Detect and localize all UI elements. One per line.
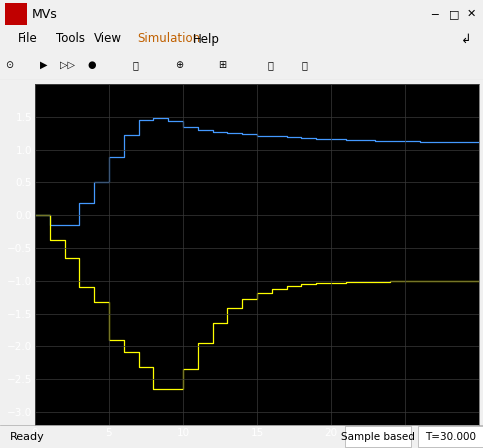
Text: 📋: 📋 xyxy=(301,60,307,70)
Text: ─: ─ xyxy=(431,9,438,19)
Text: □: □ xyxy=(449,9,459,19)
Text: ↲: ↲ xyxy=(460,33,471,46)
Text: 🔧: 🔧 xyxy=(268,60,273,70)
Bar xyxy=(418,426,483,447)
Text: MVs: MVs xyxy=(31,8,57,21)
Text: Sample based: Sample based xyxy=(341,431,414,441)
Text: ⊞: ⊞ xyxy=(218,60,226,70)
Text: File: File xyxy=(18,33,38,46)
Text: ⊕: ⊕ xyxy=(175,60,183,70)
Text: Simulation: Simulation xyxy=(138,33,201,46)
Text: ▷▷: ▷▷ xyxy=(60,60,75,70)
Text: Help: Help xyxy=(193,33,220,46)
Text: ⧉: ⧉ xyxy=(132,60,138,70)
Text: Ready: Ready xyxy=(10,431,44,441)
Text: ▶: ▶ xyxy=(40,60,47,70)
Text: View: View xyxy=(94,33,122,46)
Text: ✕: ✕ xyxy=(466,9,476,19)
Text: ●: ● xyxy=(87,60,96,70)
Bar xyxy=(345,426,411,447)
Text: T=30.000: T=30.000 xyxy=(425,431,476,441)
Text: ⊙: ⊙ xyxy=(6,60,14,70)
Text: Tools: Tools xyxy=(56,33,85,46)
Bar xyxy=(5,3,27,25)
